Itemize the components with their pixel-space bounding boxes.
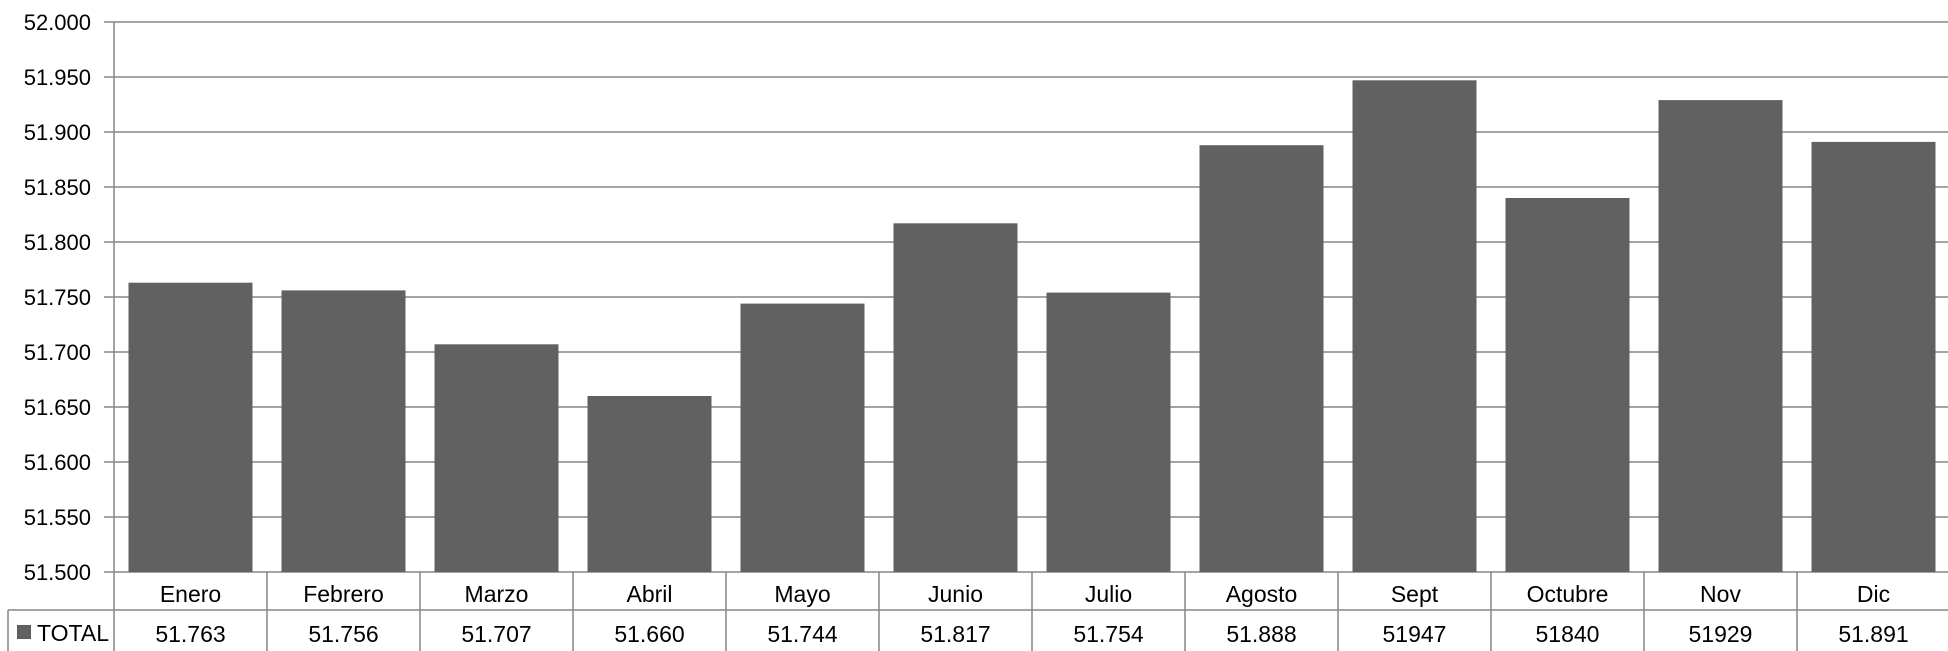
x-tick-label: Julio: [1085, 581, 1132, 607]
y-axis: 51.500 51.550 51.600 51.650 51.700 51.750 51.8…: [24, 10, 115, 651]
y-tick-label: 51.600: [24, 450, 91, 475]
legend-label: TOTAL: [37, 620, 109, 646]
data-label: 51.744: [767, 621, 838, 647]
x-tick-label: Agosto: [1226, 581, 1298, 607]
y-tick-label: 52.000: [24, 10, 91, 35]
x-tick-label: Junio: [928, 581, 983, 607]
y-tick-label: 51.650: [24, 395, 91, 420]
bar-enero: [128, 282, 253, 572]
y-tick-label: 51.950: [24, 65, 91, 90]
y-tick-label: 51.550: [24, 505, 91, 530]
bar-abril: [587, 396, 712, 572]
x-tick-label: Sept: [1391, 581, 1439, 607]
bar-agosto: [1199, 145, 1324, 572]
data-label: 51.817: [920, 621, 990, 647]
bar-junio: [893, 223, 1018, 573]
y-tick-label: 51.750: [24, 285, 91, 310]
x-tick-label: Enero: [160, 581, 221, 607]
bar-octubre: [1505, 198, 1630, 572]
x-tick-label: Dic: [1857, 581, 1890, 607]
bars: [128, 80, 1936, 573]
bar-marzo: [434, 344, 559, 572]
data-label: 51840: [1536, 621, 1600, 647]
y-tick-label: 51.700: [24, 340, 91, 365]
gridlines: [114, 21, 1948, 573]
y-tick-label: 51.800: [24, 230, 91, 255]
data-label: 51.754: [1073, 621, 1144, 647]
data-label: 51.660: [614, 621, 684, 647]
bar-dic: [1811, 141, 1936, 572]
data-table: Enero 51.763 Febrero 51.756 Marzo 51.707 Abril…: [7, 572, 1948, 651]
x-tick-label: Octubre: [1527, 581, 1609, 607]
bar-mayo: [740, 303, 865, 572]
y-tick-label: 51.850: [24, 175, 91, 200]
legend-swatch: [17, 625, 31, 639]
data-label: 51.707: [461, 621, 531, 647]
y-tick-label: 51.900: [24, 120, 91, 145]
x-tick-label: Febrero: [303, 581, 384, 607]
x-tick-label: Abril: [626, 581, 672, 607]
x-tick-label: Marzo: [465, 581, 529, 607]
bar-julio: [1046, 292, 1171, 572]
y-tick-label: 51.500: [24, 560, 91, 585]
bar-nov: [1658, 100, 1783, 572]
x-tick-label: Mayo: [774, 581, 830, 607]
data-label: 51.763: [155, 621, 225, 647]
data-label: 51929: [1689, 621, 1753, 647]
data-label: 51.891: [1838, 621, 1908, 647]
data-label: 51947: [1383, 621, 1447, 647]
x-tick-label: Nov: [1700, 581, 1741, 607]
bar-sept: [1352, 80, 1477, 573]
data-label: 51.888: [1226, 621, 1296, 647]
bar-febrero: [281, 290, 406, 572]
data-label: 51.756: [308, 621, 378, 647]
